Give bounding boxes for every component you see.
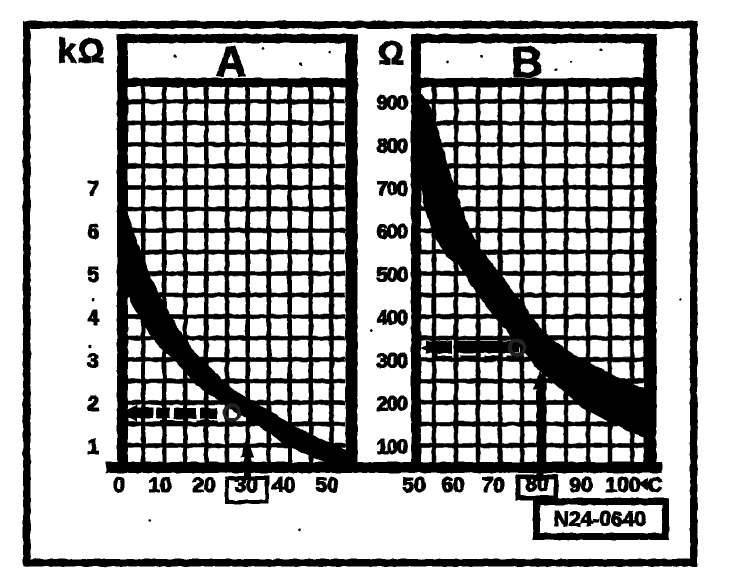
svg-text:90: 90 — [569, 474, 592, 497]
svg-text:200: 200 — [377, 394, 408, 416]
svg-text:900: 900 — [377, 93, 408, 115]
svg-text:6: 6 — [87, 221, 99, 244]
svg-text:1: 1 — [87, 436, 99, 459]
svg-text:600: 600 — [377, 222, 408, 244]
svg-text:20: 20 — [192, 474, 215, 497]
svg-text:50: 50 — [402, 474, 425, 497]
svg-text:A: A — [215, 38, 246, 86]
svg-text:800: 800 — [377, 136, 408, 158]
svg-text:2: 2 — [87, 393, 99, 416]
svg-text:kΩ: kΩ — [58, 32, 107, 69]
svg-text:3: 3 — [87, 350, 99, 373]
svg-text:100: 100 — [377, 437, 408, 459]
svg-text:50: 50 — [315, 474, 338, 497]
svg-text:7: 7 — [87, 178, 99, 201]
svg-text:10: 10 — [148, 474, 171, 497]
svg-text:40: 40 — [272, 474, 295, 497]
svg-text:300: 300 — [377, 351, 408, 373]
svg-text:5: 5 — [87, 264, 99, 287]
svg-text:Ω: Ω — [378, 35, 404, 71]
svg-text:400: 400 — [377, 308, 408, 330]
svg-text:B: B — [511, 38, 543, 87]
svg-text:4: 4 — [87, 307, 99, 330]
svg-text:C: C — [647, 474, 662, 497]
svg-text:500: 500 — [377, 265, 408, 287]
svg-text:70: 70 — [481, 474, 504, 497]
svg-text:700: 700 — [377, 179, 408, 201]
svg-text:0: 0 — [113, 474, 125, 497]
svg-text:100: 100 — [605, 474, 640, 497]
svg-text:N24-0640: N24-0640 — [554, 508, 646, 531]
svg-text:60: 60 — [441, 474, 464, 497]
